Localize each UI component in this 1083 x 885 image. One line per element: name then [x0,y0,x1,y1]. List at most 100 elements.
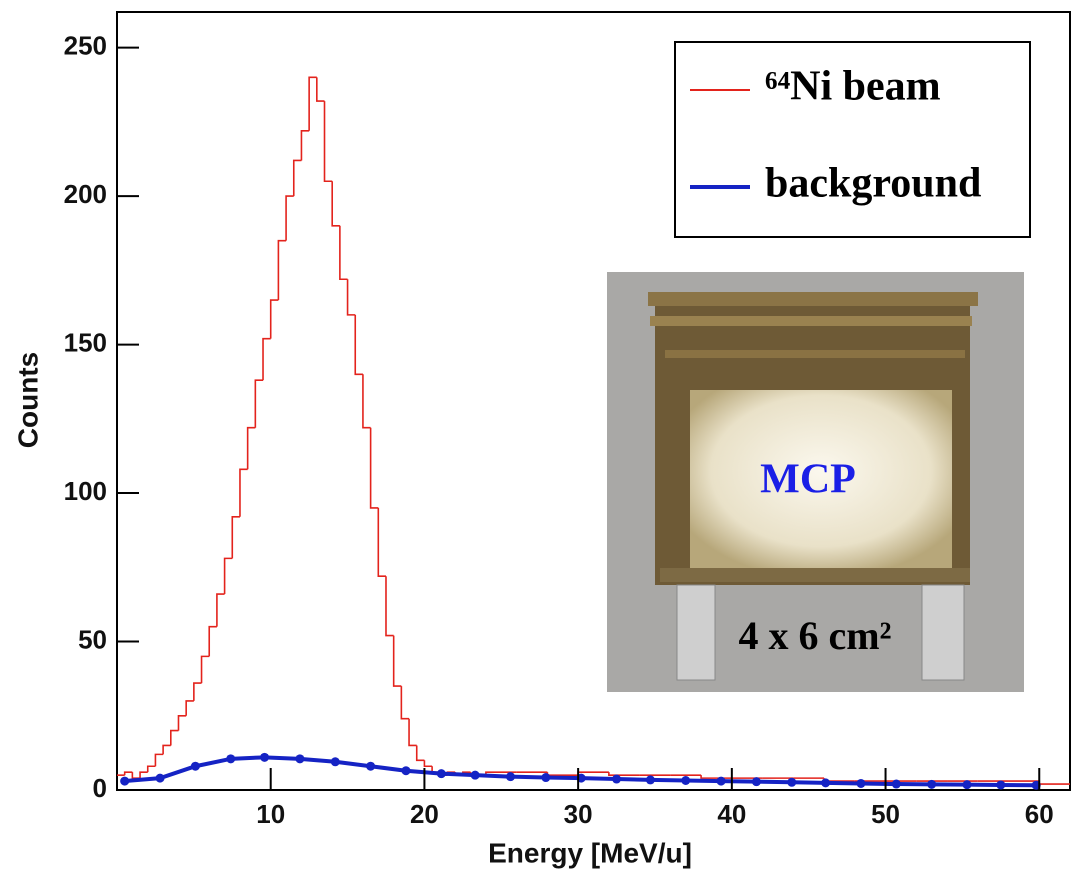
frame-bar [665,350,965,358]
histogram-bin [200,655,210,684]
y-tick-label: 0 [93,773,107,803]
y-tick-label: 200 [64,179,107,209]
histogram-bin [346,279,356,316]
y-tick-label: 100 [64,476,107,506]
point [190,761,200,771]
y-tick-label: 150 [64,327,107,357]
y-tick-label: 50 [78,624,107,654]
point [295,754,305,764]
histogram-bin [262,337,271,381]
histogram-bin [269,299,279,339]
frame-bottom [660,568,970,582]
point [821,778,831,788]
annotation: 4 x 6 cm² [738,613,891,658]
legend: ⁶⁴Ni beam background [674,41,1031,238]
histogram-bin [208,625,217,657]
point [401,766,411,776]
legend-label: ⁶⁴Ni beam [765,64,941,110]
histogram-bin [177,714,187,731]
legend-label: background [765,161,981,207]
leg-left [676,584,716,681]
histogram-bin [369,427,379,509]
histogram-bin [331,181,340,227]
histogram-bin [700,775,732,779]
point [681,775,691,785]
point [927,779,937,789]
y-axis-label: Counts [12,352,43,448]
point [891,779,901,789]
x-tick-label: 60 [1025,799,1054,829]
histogram-bin [193,682,202,701]
histogram-bin [239,468,248,517]
histogram-bin [308,76,317,131]
histogram-bin [131,772,141,779]
point [470,770,480,780]
histogram-bin [316,77,325,102]
point [716,776,726,786]
frame-bar [650,316,972,326]
histogram-bin [185,700,194,716]
histogram-bin [154,753,164,767]
x-tick-label: 40 [717,799,746,829]
point [505,772,515,782]
plot-frame [116,11,1071,791]
annotation: MCP [760,457,856,503]
point [996,780,1006,790]
frame-top [648,292,978,306]
histogram-bin [277,239,287,301]
point [541,773,551,783]
histogram-bin [123,771,133,776]
histogram-bin [354,314,363,376]
point [962,780,972,790]
histogram-bin [339,225,348,281]
histogram-bin [139,771,148,779]
histogram-bin [216,593,225,627]
point [330,757,340,767]
legend-box [674,41,1031,238]
histogram-bin [362,374,371,429]
leg-right [921,584,965,681]
histogram-bin [408,718,417,747]
histogram-bin [400,686,410,720]
histogram-bin [392,635,402,687]
histogram-bin [246,426,256,470]
histogram-bin [546,772,579,776]
histogram-bin [285,195,294,241]
x-tick-label: 30 [564,799,593,829]
point [612,774,622,784]
point [366,761,376,771]
histogram-bin [300,129,310,161]
marks [117,76,1070,790]
point [751,777,761,787]
histogram-bin [377,507,386,577]
x-tick-label: 10 [256,799,285,829]
inset-photo: MCP 4 x 6 cm² [607,272,1024,692]
point [260,752,270,762]
y-tick-label: 250 [64,31,107,61]
x-axis-label: Energy [MeV/u] [488,837,692,868]
mcp-plate [690,390,952,570]
point [226,754,236,764]
histogram-bin [146,765,156,773]
histogram-bin [608,772,640,776]
histogram-bin [223,557,233,595]
point [155,773,165,783]
histogram-bin [169,729,179,746]
point [645,775,655,785]
point [436,769,446,779]
histogram-bin [231,516,240,559]
x-tick-label: 50 [871,799,900,829]
point [787,777,797,787]
histogram-bin [1038,781,1070,785]
histogram-bin [292,159,302,197]
x-tick-label: 20 [410,799,439,829]
histogram-bin [323,101,333,183]
histogram-bin [162,744,171,755]
histogram-bin [254,379,264,428]
point [856,778,866,788]
point [120,776,130,786]
histogram-bin [423,760,433,768]
histogram-bin [415,745,425,762]
